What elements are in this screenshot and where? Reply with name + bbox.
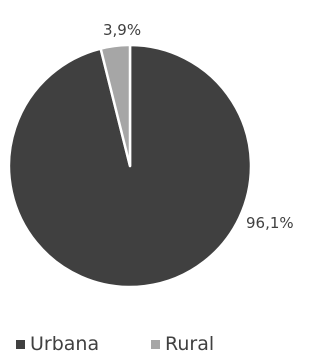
pie-slices [7,43,253,289]
legend-label-rural: Rural [165,333,214,355]
legend: Urbana Rural [16,333,214,355]
pie-slice-rural [99,43,132,168]
legend-item-rural: Rural [151,333,214,355]
legend-swatch-rural [151,340,160,349]
legend-swatch-urbana [16,340,25,349]
data-label-urbana: 96,1% [246,214,294,232]
data-label-rural: 3,9% [103,21,141,39]
legend-label-urbana: Urbana [30,333,99,355]
legend-item-urbana: Urbana [16,333,99,355]
